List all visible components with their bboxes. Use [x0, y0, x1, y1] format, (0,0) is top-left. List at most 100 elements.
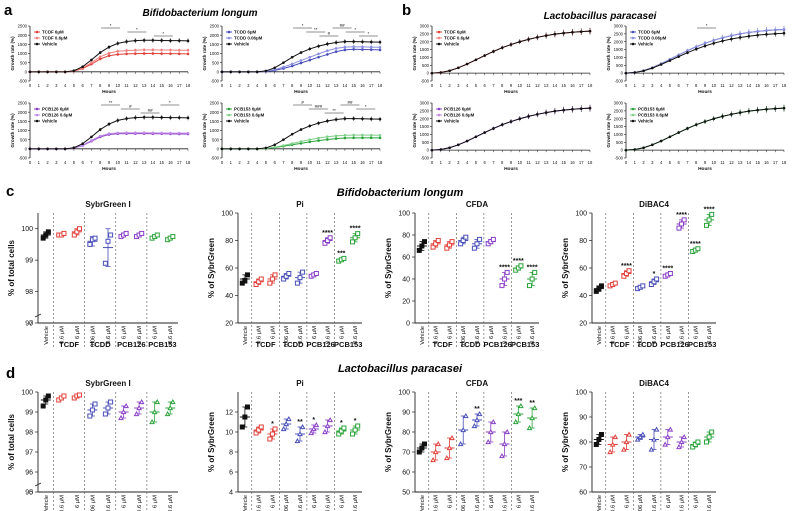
data-point [334, 137, 338, 140]
y-axis-label: % of SybrGreen [561, 238, 570, 298]
data-point [515, 410, 522, 417]
chart-title: SybrGreen I [85, 379, 130, 388]
y-tick-label: 20 [579, 321, 587, 328]
y-tick-label: 0 [25, 69, 28, 74]
data-point [334, 47, 338, 50]
x-tick-label: 4 [256, 160, 259, 165]
significance-mark: **** [527, 264, 538, 271]
data-point [598, 283, 604, 289]
data-point [642, 146, 645, 150]
y-tick-label: 6 [229, 470, 233, 477]
data-point [118, 414, 124, 421]
data-point [667, 271, 673, 276]
y-tick-label: 500 [212, 137, 220, 142]
data-point [55, 147, 58, 151]
data-point [299, 142, 303, 145]
data-point [471, 245, 477, 251]
data-point [462, 412, 469, 419]
y-tick-label: 98 [25, 289, 33, 296]
data-point [258, 424, 264, 430]
data-point [125, 131, 128, 134]
y-tick-label: 2500 [210, 24, 220, 29]
data-point [343, 45, 347, 49]
x-tick-label: 13 [334, 83, 339, 88]
data-point [322, 240, 328, 246]
data-point [738, 36, 742, 39]
category-label: 0.6 μM [434, 495, 440, 511]
significance-mark: **** [662, 266, 673, 273]
data-point [134, 39, 137, 42]
x-tick-label: 7 [90, 160, 93, 165]
legend-label: TCDF 6μM [42, 30, 64, 35]
axis-break-mark [34, 313, 42, 318]
data-point [326, 53, 329, 56]
data-point [756, 108, 759, 112]
data-point [89, 407, 95, 413]
data-point [116, 50, 120, 53]
significance-mark: * [110, 23, 112, 28]
y-axis-label: Growth rate (%) [606, 36, 611, 71]
y-tick-label: 2500 [18, 24, 28, 29]
x-tick-label: 15 [351, 160, 356, 165]
data-point [626, 268, 632, 274]
data-point [46, 70, 49, 74]
data-point [90, 61, 93, 64]
category-label: 0.6 μM [475, 495, 481, 511]
y-tick-label: 2500 [210, 101, 220, 106]
data-point [634, 436, 641, 442]
y-tick-label: -500 [211, 156, 220, 161]
data-point [430, 456, 436, 463]
x-tick-label: 1 [230, 160, 233, 165]
legend-marker [631, 113, 635, 117]
data-point [648, 282, 654, 287]
data-point [336, 431, 342, 437]
legend-label: Vehicle [234, 119, 250, 124]
data-point [290, 55, 294, 59]
dot-plot-c2: Pi 20 40 60 80 100 % of SybrGreen TCDF TCDD PCB12… [207, 200, 362, 349]
data-point [87, 241, 93, 247]
y-axis-label: % of SybrGreen [207, 238, 216, 298]
data-point [352, 133, 355, 137]
category-label: 0.6 μM [475, 326, 481, 344]
category-label: 6 μM [666, 326, 672, 339]
y-tick-label: 3000 [420, 24, 430, 29]
y-tick-label: 60 [579, 266, 587, 273]
data-point [116, 42, 120, 45]
data-point [308, 124, 312, 128]
data-point [449, 239, 455, 245]
data-point [651, 143, 654, 147]
category-label: 0.06 μM [638, 326, 644, 347]
data-point [654, 276, 660, 282]
data-point [553, 32, 557, 36]
y-tick-label: 0 [406, 321, 410, 328]
category-label: 0.6 μM [611, 326, 617, 344]
data-point [105, 238, 111, 244]
data-point [667, 426, 674, 432]
data-point [471, 422, 478, 429]
data-point [297, 430, 303, 437]
legend-marker [437, 36, 441, 40]
data-point [160, 39, 163, 42]
group-label: PCB126 [483, 340, 511, 349]
data-point [369, 45, 373, 49]
x-tick-label: 5 [265, 83, 268, 88]
data-point [704, 439, 710, 445]
category-label: Vehicle [597, 326, 603, 345]
y-tick-label: 2000 [420, 39, 430, 44]
data-point [596, 437, 602, 442]
data-point [782, 31, 786, 35]
category-label: 6 μM [693, 326, 699, 339]
legend-label: Vehicle [42, 42, 58, 47]
x-tick-label: 5 [73, 160, 76, 165]
data-point [125, 40, 128, 43]
category-label: 0.06 μM [638, 495, 644, 511]
x-tick-label: 8 [291, 160, 294, 165]
data-point [668, 59, 672, 62]
group-label: TCDF [610, 509, 630, 511]
data-point [419, 445, 425, 451]
x-tick-label: 6 [81, 83, 84, 88]
y-axis-label: Growth rate (%) [606, 113, 611, 148]
data-point [107, 54, 111, 57]
